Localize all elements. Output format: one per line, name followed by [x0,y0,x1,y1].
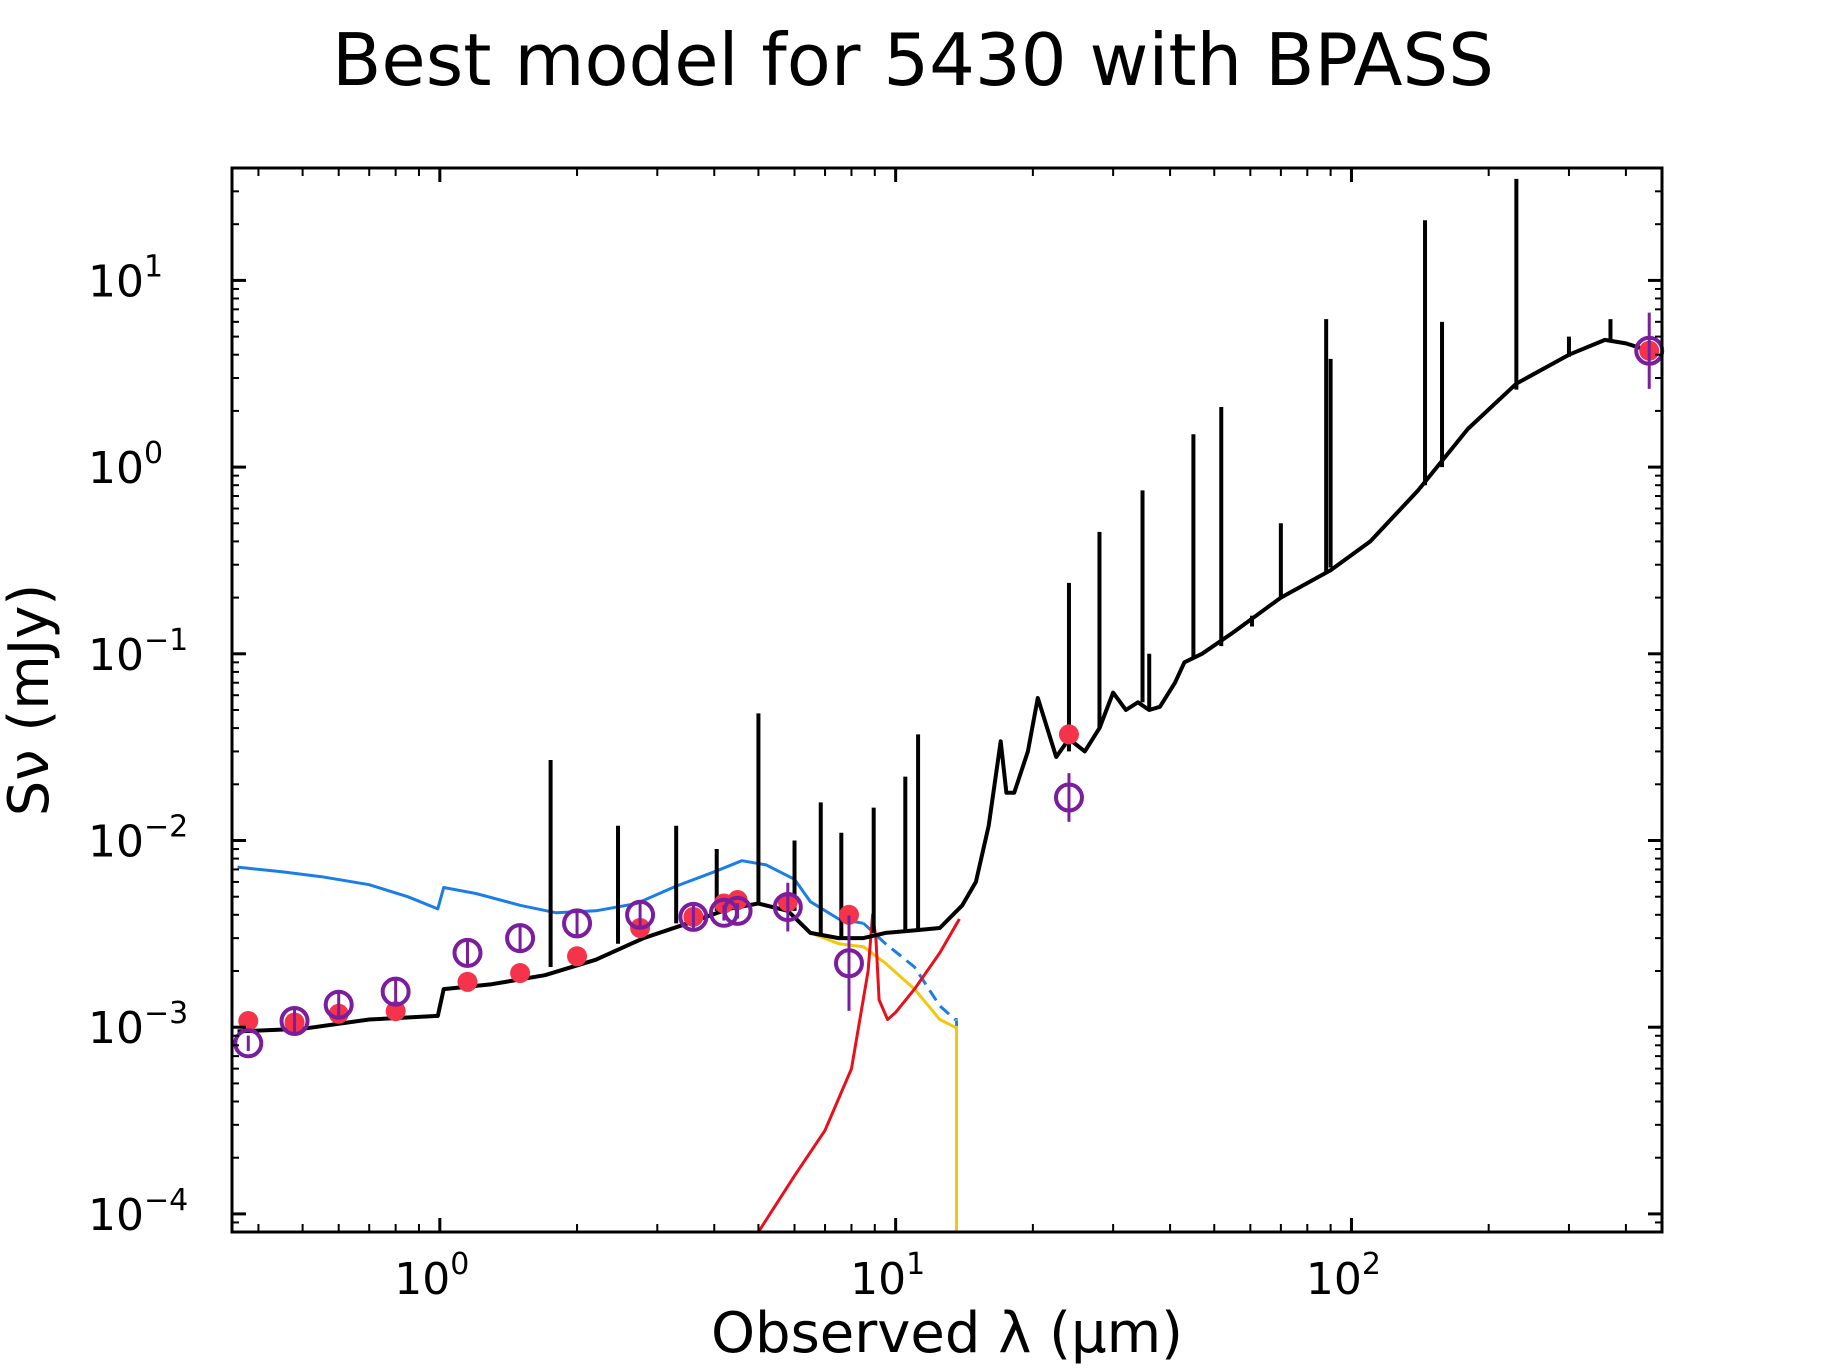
series-total-model [237,337,1650,1034]
y-tick-label: 10−4 [88,1183,188,1241]
observed-flux-point [625,899,656,930]
y-tick-label: 101 [88,249,163,307]
y-tick-exponent: −2 [144,810,188,845]
observed-flux-point [833,948,864,979]
model-flux-point [567,946,588,967]
y-axis-label: Sν (mJy) [0,584,62,817]
chart-title: Best model for 5430 with BPASS [332,18,1494,102]
x-tick-label: 101 [850,1247,925,1305]
y-tick-label: 10−3 [88,996,188,1054]
x-tick-exponent: 0 [450,1247,469,1282]
model-flux-point [510,963,531,984]
x-tick-exponent: 1 [906,1247,925,1282]
y-tick-label: 10−1 [88,623,188,681]
observed-flux-point [1053,782,1084,813]
model-flux-point [457,971,478,992]
y-tick-label: 10−2 [88,810,188,868]
emission-lines-layer [548,178,1613,968]
y-tick-exponent: 1 [144,249,163,284]
observed-flux-point [722,895,753,926]
observed-flux-point [772,892,803,923]
plot-frame [230,166,1664,1234]
observed-flux-point [323,989,354,1020]
observed-flux-point [452,937,483,968]
y-tick-label: 100 [88,436,163,494]
points-layer [233,312,1665,1059]
observed-flux-point [279,1005,310,1036]
observed-flux-point [562,908,593,939]
y-tick-exponent: −3 [144,996,188,1031]
model-flux-point [838,904,859,925]
y-tick-exponent: 0 [144,436,163,471]
x-axis-label: Observed λ (μm) [711,1301,1183,1366]
series-dust-emission [757,913,961,1232]
y-tick-exponent: −1 [144,623,188,658]
observed-flux-point [678,901,709,932]
observed-flux-point [233,1028,264,1059]
model-flux-point [385,1001,406,1022]
x-tick-label: 100 [394,1247,469,1305]
x-tick-label: 102 [1306,1247,1381,1305]
observed-flux-point [380,976,411,1007]
x-tick-exponent: 2 [1362,1247,1381,1282]
model-flux-point [1058,724,1079,745]
y-tick-exponent: −4 [144,1183,188,1218]
series-layer [237,337,1650,1232]
observed-flux-point [505,923,536,954]
